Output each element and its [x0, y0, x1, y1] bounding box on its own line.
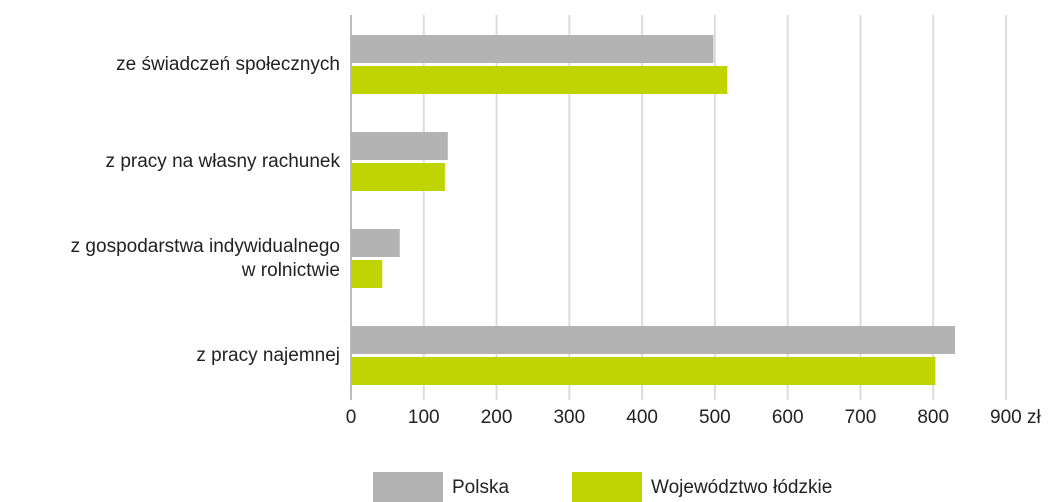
legend-swatch [572, 472, 642, 502]
x-tick-label: 300 [553, 407, 585, 428]
bar [351, 229, 400, 257]
legend-label: Województwo łódzkie [651, 477, 832, 498]
y-tick-label: z pracy na własny rachunek [105, 150, 340, 172]
x-tick-label: 900 zł [990, 407, 1041, 428]
x-tick-label: 100 [408, 407, 440, 428]
bar [351, 357, 936, 385]
bar [351, 66, 728, 94]
y-tick-label: z gospodarstwa indywidualnego w rolnictw… [70, 235, 340, 281]
x-tick-label: 800 [917, 407, 949, 428]
x-tick-label: 0 [346, 407, 357, 428]
y-tick-label: ze świadczeń społecznych [116, 53, 340, 75]
bar [351, 163, 445, 191]
legend-label: Polska [452, 477, 509, 498]
bar [351, 260, 383, 288]
legend-swatch [373, 472, 443, 502]
bar [351, 132, 448, 160]
x-tick-label: 700 [845, 407, 877, 428]
x-tick-label: 400 [626, 407, 658, 428]
x-tick-label: 600 [772, 407, 804, 428]
x-tick-label: 200 [481, 407, 513, 428]
bar [351, 326, 956, 354]
bar [351, 35, 714, 63]
x-tick-label: 500 [699, 407, 731, 428]
y-tick-label: z pracy najemnej [196, 344, 340, 366]
